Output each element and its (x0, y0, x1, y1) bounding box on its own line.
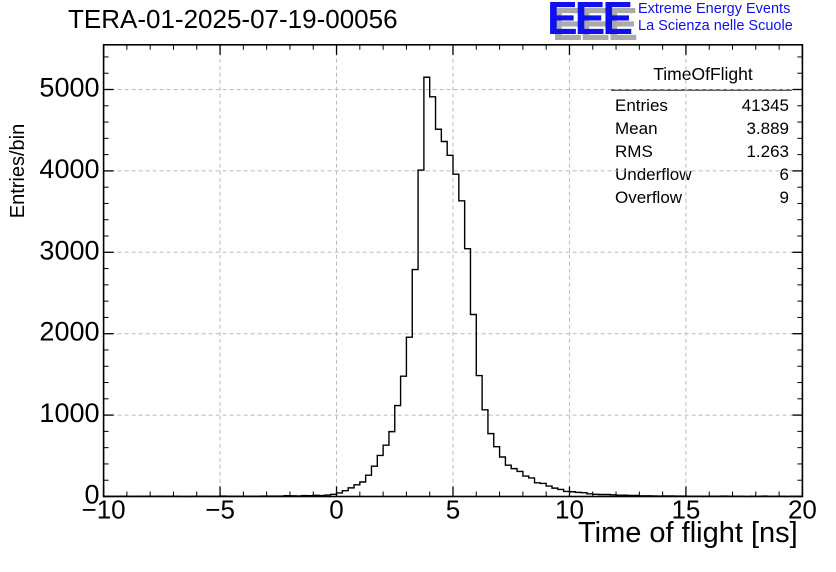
svg-text:3000: 3000 (39, 235, 99, 265)
svg-text:4000: 4000 (39, 154, 99, 184)
svg-text:5: 5 (446, 495, 460, 525)
svg-text:20: 20 (788, 495, 817, 525)
svg-text:0: 0 (329, 495, 343, 525)
svg-text:−5: −5 (205, 495, 235, 525)
svg-text:5000: 5000 (39, 73, 99, 103)
svg-text:2000: 2000 (39, 317, 99, 347)
svg-text:1000: 1000 (39, 398, 99, 428)
svg-text:0: 0 (84, 480, 99, 510)
svg-text:15: 15 (671, 495, 700, 525)
svg-text:10: 10 (555, 495, 584, 525)
